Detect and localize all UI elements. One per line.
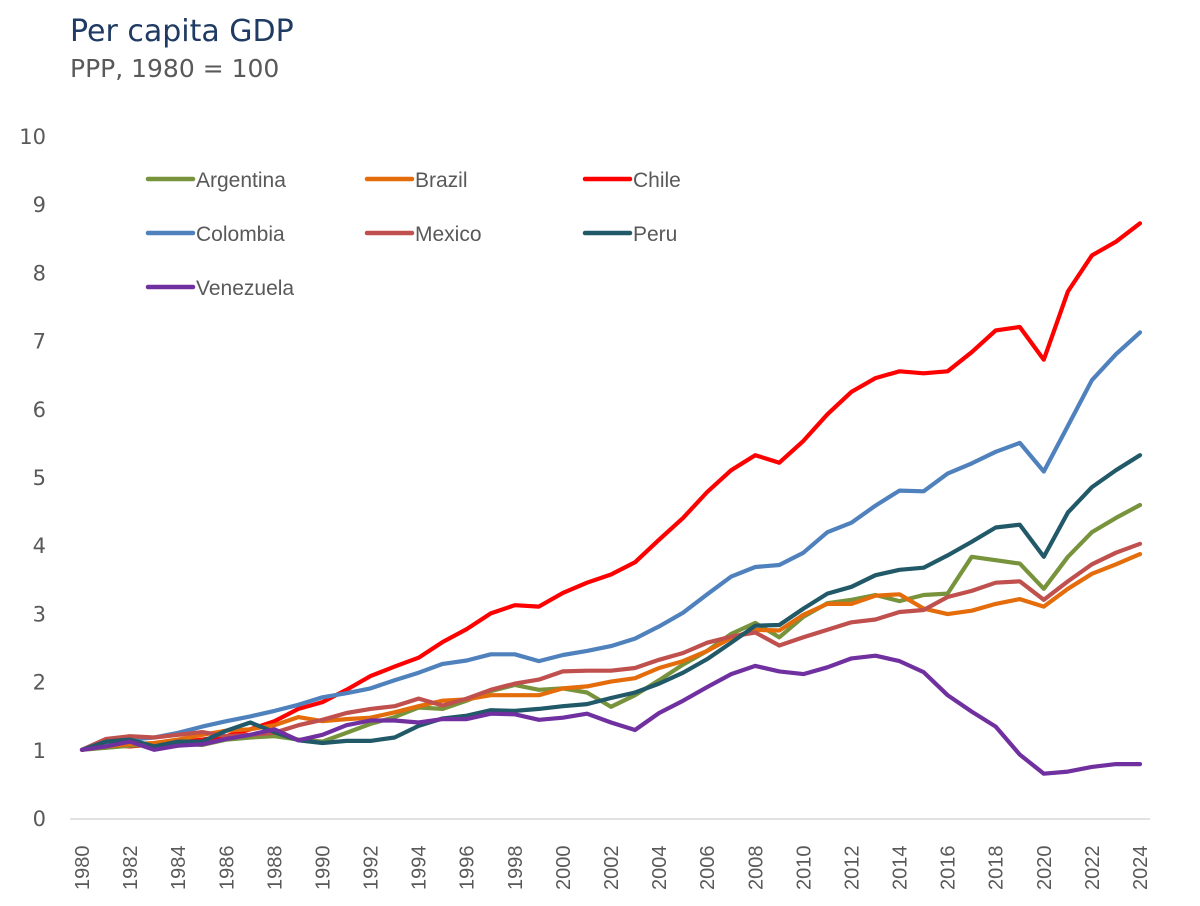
y-tick-label: 3 xyxy=(33,602,46,626)
legend-label: Chile xyxy=(633,169,681,192)
x-tick-label: 2010 xyxy=(793,846,815,891)
x-tick-label: 2014 xyxy=(890,846,912,891)
legend-item-chile: Chile xyxy=(582,169,681,192)
y-tick-label: 0 xyxy=(33,807,46,831)
x-tick-label: 2022 xyxy=(1082,846,1104,891)
x-tick-label: 2016 xyxy=(938,846,960,891)
x-tick-label: 1996 xyxy=(457,846,479,891)
y-tick-label: 2 xyxy=(33,671,46,695)
legend-item-brazil: Brazil xyxy=(364,169,468,192)
x-tick-label: 1994 xyxy=(409,846,431,891)
y-tick-label: 4 xyxy=(33,534,46,558)
x-axis: 1980 1982 1984 1986 1988 1990 1992 1994 1996 1998… xyxy=(72,846,1152,891)
series-line-argentina xyxy=(79,502,1143,752)
x-tick-label: 1998 xyxy=(505,846,527,891)
y-tick-label: 9 xyxy=(33,193,46,217)
legend-label: Mexico xyxy=(415,223,482,246)
series-lines xyxy=(79,221,1143,776)
legend: Argentina Brazil Chile Colombia Mexico Peru Ve… xyxy=(145,169,681,300)
series-line-peru xyxy=(79,453,1143,752)
chart-subtitle: PPP, 1980 = 100 xyxy=(70,54,280,83)
x-tick-label: 2024 xyxy=(1130,846,1152,891)
y-tick-label: 1 xyxy=(33,739,46,763)
x-tick-label: 2004 xyxy=(649,846,671,891)
legend-label: Venezuela xyxy=(196,277,294,300)
x-tick-label: 2006 xyxy=(697,846,719,891)
x-tick-label: 2018 xyxy=(986,846,1008,891)
x-tick-label: 1986 xyxy=(216,846,238,891)
series-line-colombia xyxy=(79,330,1143,752)
x-tick-label: 2012 xyxy=(841,846,863,891)
x-tick-label: 2020 xyxy=(1034,846,1056,891)
legend-item-venezuela: Venezuela xyxy=(145,277,294,300)
legend-item-colombia: Colombia xyxy=(145,223,285,246)
y-tick-label: 6 xyxy=(33,398,46,422)
legend-label: Peru xyxy=(633,223,677,246)
y-tick-label: 7 xyxy=(33,330,46,354)
y-tick-label: 8 xyxy=(33,261,46,285)
x-tick-label: 2002 xyxy=(601,846,623,891)
x-tick-label: 1984 xyxy=(168,846,190,891)
legend-item-peru: Peru xyxy=(582,223,677,246)
chart-title: Per capita GDP xyxy=(70,14,294,49)
legend-label: Colombia xyxy=(196,223,285,246)
x-tick-label: 1992 xyxy=(361,846,383,891)
legend-item-mexico: Mexico xyxy=(364,223,482,246)
x-tick-label: 1988 xyxy=(264,846,286,891)
x-tick-label: 1990 xyxy=(312,846,334,891)
x-tick-label: 2008 xyxy=(745,846,767,891)
y-tick-label: 5 xyxy=(33,466,46,490)
x-tick-label: 2000 xyxy=(553,846,575,891)
x-tick-label: 1982 xyxy=(120,846,142,891)
y-axis: 0 1 2 3 4 5 6 7 8 9 10 xyxy=(19,125,46,831)
legend-item-argentina: Argentina xyxy=(145,169,286,192)
legend-label: Brazil xyxy=(415,169,468,192)
legend-label: Argentina xyxy=(196,169,286,192)
y-tick-label: 10 xyxy=(19,125,46,149)
x-tick-label: 1980 xyxy=(72,846,94,891)
series-line-venezuela xyxy=(79,653,1143,776)
